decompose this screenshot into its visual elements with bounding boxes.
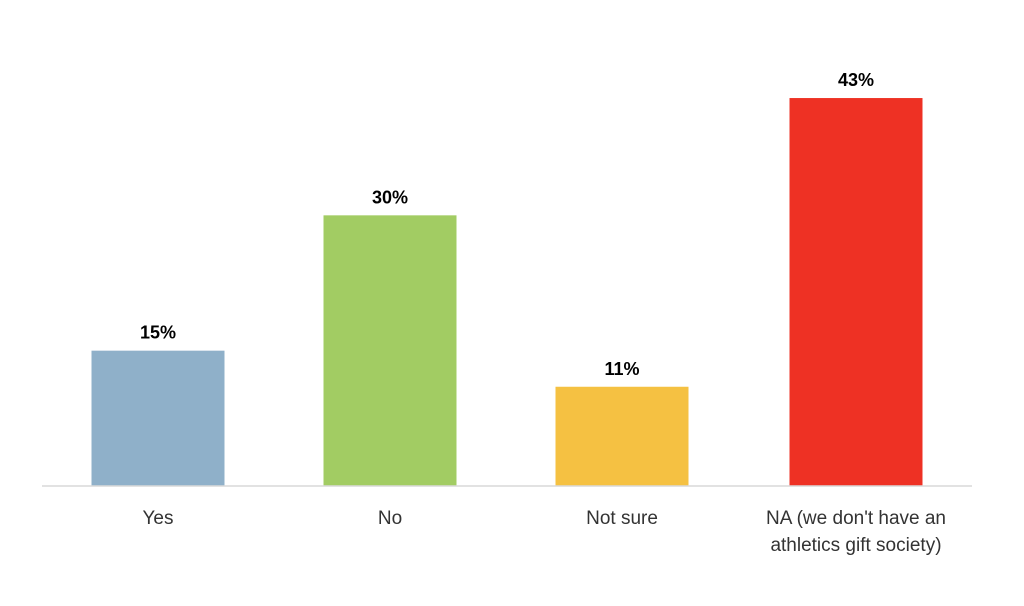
bar-4 (789, 98, 923, 487)
bar-1 (91, 350, 225, 486)
x-tick-label-1: Yes (143, 508, 174, 529)
x-tick-label-line: Yes (143, 508, 174, 529)
data-label-4: 43% (838, 70, 874, 90)
x-tick-label-line: NA (we don't have an (766, 508, 946, 529)
x-tick-label-2: No (378, 508, 402, 529)
data-labels-group: 15% 30% 11% 43% (140, 70, 874, 379)
data-label-1: 15% (140, 323, 176, 343)
data-label-3: 11% (604, 359, 639, 379)
bars-group (91, 98, 923, 487)
x-tick-label-3: Not sure (586, 508, 658, 529)
x-tick-label-4: NA (we don't have an athletics gift socie… (766, 508, 946, 556)
category-labels-group: Yes No Not sure NA (we don't have an athleti… (143, 508, 947, 556)
x-tick-label-line: athletics gift society) (770, 535, 941, 556)
bar-3 (555, 386, 689, 486)
bar-2 (323, 215, 457, 487)
data-label-2: 30% (372, 187, 408, 207)
x-tick-label-line: Not sure (586, 508, 658, 529)
x-tick-label-line: No (378, 508, 402, 529)
